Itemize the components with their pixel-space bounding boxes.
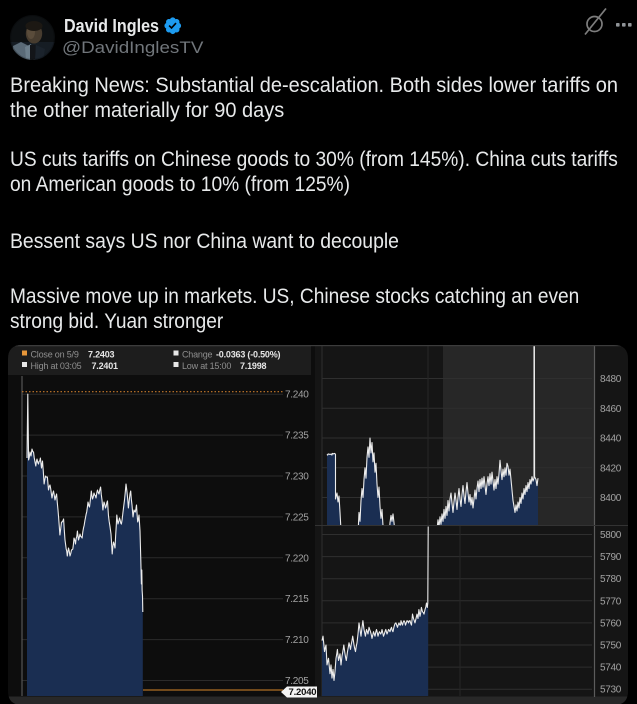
svg-text:8400: 8400 xyxy=(600,493,622,504)
svg-text:7.225: 7.225 xyxy=(285,512,309,523)
svg-text:7.230: 7.230 xyxy=(285,472,309,483)
svg-text:Close on 5/9: Close on 5/9 xyxy=(31,350,79,360)
svg-text:5770: 5770 xyxy=(600,596,622,607)
svg-text:5780: 5780 xyxy=(600,574,622,585)
svg-text:7.210: 7.210 xyxy=(285,635,309,646)
svg-text:7.2040: 7.2040 xyxy=(289,687,317,698)
svg-text:5750: 5750 xyxy=(600,641,622,652)
svg-text:8460: 8460 xyxy=(600,404,622,415)
svg-text:7.2403: 7.2403 xyxy=(88,350,115,360)
svg-text:7.235: 7.235 xyxy=(285,431,309,442)
svg-text:7.205: 7.205 xyxy=(285,676,309,687)
svg-text:7.240: 7.240 xyxy=(285,390,309,401)
svg-text:Low at 15:00: Low at 15:00 xyxy=(182,361,231,371)
svg-text:8440: 8440 xyxy=(600,434,622,445)
svg-text:5730: 5730 xyxy=(600,685,622,696)
svg-text:5790: 5790 xyxy=(600,552,622,563)
svg-text:7.215: 7.215 xyxy=(285,594,309,605)
svg-text:Change: Change xyxy=(182,350,213,360)
svg-text:8480: 8480 xyxy=(600,374,622,385)
svg-text:5760: 5760 xyxy=(600,618,622,629)
svg-text:-0.0363 (-0.50%): -0.0363 (-0.50%) xyxy=(216,350,281,360)
svg-text:5800: 5800 xyxy=(600,530,622,541)
svg-text:7.220: 7.220 xyxy=(285,553,309,564)
svg-text:7.1998: 7.1998 xyxy=(240,361,267,371)
svg-text:8420: 8420 xyxy=(600,463,622,474)
svg-text:High at 03:05: High at 03:05 xyxy=(31,361,82,371)
svg-text:5740: 5740 xyxy=(600,663,622,674)
svg-text:7.2401: 7.2401 xyxy=(92,361,119,371)
